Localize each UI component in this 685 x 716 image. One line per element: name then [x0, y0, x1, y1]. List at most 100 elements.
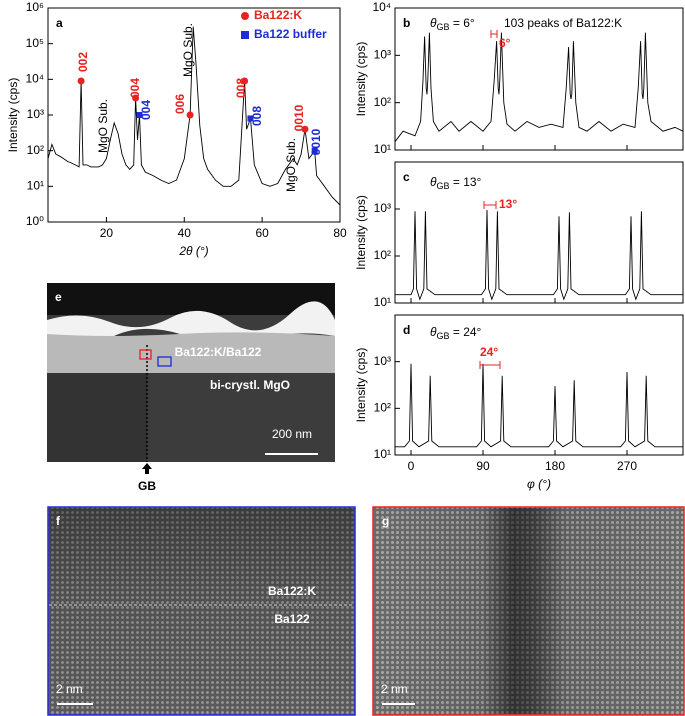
annotation: MgO Sub.: [181, 23, 195, 77]
peak-marker: [77, 77, 85, 85]
annotation: 13°: [499, 197, 517, 211]
y-axis-label: Intensity (cps): [354, 348, 368, 423]
shade: [49, 508, 354, 714]
annotation-text: 008: [250, 106, 264, 126]
peak-marker: [186, 111, 194, 119]
y-tick-label: 10¹: [374, 447, 391, 461]
y-tick-label: 10³: [374, 201, 391, 215]
panel-letter: c: [403, 170, 410, 184]
panel-letter: f: [56, 514, 61, 528]
annotation-text: 004: [128, 78, 142, 98]
annotation-subscript: GB: [437, 181, 450, 191]
peak-marker: [301, 125, 309, 133]
annotation-text: 103 peaks of Ba122:K: [504, 16, 622, 30]
peak-marker: [247, 115, 254, 122]
chart: 10⁰ 10¹ 10² 10³ 10⁴ 10⁵ 10⁶ 20 40 60 80 2θ (°) Inten…: [6, 0, 347, 258]
y-tick-label: 10⁰: [26, 214, 44, 228]
y-tick-label: 10³: [27, 107, 44, 121]
annotation-text: MgO Sub.: [181, 23, 195, 77]
annotation-text: 6°: [499, 36, 511, 50]
panel-g: g 2 nm: [372, 506, 685, 716]
annotation-text: θ: [430, 175, 437, 189]
annotation: 0010: [309, 128, 323, 155]
annotation-after: = 6°: [450, 16, 475, 30]
lower-label: Ba122: [274, 612, 310, 626]
peak-marker: [136, 112, 143, 118]
y-tick-label: 10⁵: [26, 36, 44, 50]
y-axis-label: Intensity (cps): [354, 42, 368, 117]
scale-label: 2 nm: [56, 682, 83, 696]
peak-marker: [241, 77, 249, 85]
annotation-after: = 24°: [450, 325, 482, 339]
y-tick-label: 10¹: [374, 295, 391, 309]
gb-shade: [374, 508, 683, 714]
panel-letter: g: [382, 514, 389, 528]
annotation-text: 13°: [499, 197, 517, 211]
panel-e: e Ba122:K/Ba122 bi-crystl. MgO 200 nm GB: [47, 283, 335, 493]
annotation-text: 24°: [480, 345, 498, 359]
panel-letter: a: [56, 16, 63, 30]
x-tick-label: 180: [545, 459, 565, 473]
legend-marker: [241, 31, 249, 39]
region-g: [139, 349, 152, 360]
annotation: 006: [173, 94, 187, 114]
legend-label: Ba122:K: [254, 8, 302, 22]
x-axis-label: φ (°): [527, 477, 551, 491]
annotation-text: 0010: [292, 104, 306, 131]
x-tick-label: 270: [617, 459, 637, 473]
x-tick-label: 0: [408, 459, 415, 473]
annotation: θGB = 13°: [430, 175, 482, 191]
annotation: MgO Sub.: [284, 138, 298, 192]
film-layer: [47, 332, 335, 373]
chart: 10¹ 10² 10³ 10⁴ Intensity (cps) b θGB = 6° 103 …: [354, 0, 684, 156]
substrate-label: bi-crystl. MgO: [210, 378, 290, 392]
panel-letter: d: [403, 323, 410, 337]
annotation-text: 008: [234, 78, 248, 98]
y-tick-label: 10⁴: [372, 0, 391, 14]
gb-label: GB: [138, 479, 156, 493]
y-tick-label: 10²: [374, 248, 391, 262]
annotation: 24°: [480, 345, 498, 359]
peak-marker: [132, 94, 140, 102]
gb-arrow: [142, 463, 152, 474]
y-tick-label: 10²: [27, 143, 44, 157]
annotation-text: θ: [430, 325, 437, 339]
plot-frame: [394, 161, 684, 304]
annotation: 008: [234, 78, 248, 98]
spectrum-line: [47, 26, 341, 206]
annotation: 004: [128, 78, 142, 98]
upper-label: Ba122:K: [268, 584, 316, 598]
substrate-left: [47, 373, 147, 462]
peak-marker: [311, 147, 318, 154]
annotation: 103 peaks of Ba122:K: [504, 16, 622, 30]
x-tick-label: 40: [178, 226, 192, 240]
chart: 10¹ 10² 10³ Intensity (cps) c θGB = 13° 13°: [354, 161, 684, 309]
spectrum-line: [395, 363, 683, 448]
region-f: [157, 356, 172, 367]
x-tick-label: 90: [476, 459, 490, 473]
annotation: 004: [139, 100, 153, 120]
annotation-text: MgO Sub.: [284, 138, 298, 192]
annotation-subscript: GB: [437, 22, 450, 32]
annotation-text: 002: [76, 52, 90, 72]
annotation-subscript: GB: [437, 331, 450, 341]
film-label: Ba122:K/Ba122: [175, 345, 262, 359]
x-tick-label: 60: [255, 226, 269, 240]
plot-frame: [394, 314, 684, 456]
y-tick-label: 10⁶: [26, 0, 44, 14]
y-tick-label: 10¹: [374, 142, 391, 156]
annotation-text: MgO Sub.: [96, 99, 110, 153]
plot-frame: [394, 7, 684, 151]
panel-letter: e: [55, 290, 62, 304]
scale-label: 2 nm: [381, 682, 408, 696]
legend-marker: [241, 12, 249, 20]
y-axis-label: Intensity (cps): [6, 78, 20, 153]
spectrum-line: [394, 32, 684, 142]
y-tick-label: 10¹: [27, 179, 44, 193]
panel-f: f Ba122:K Ba122 2 nm: [47, 506, 356, 716]
tem-top: [47, 283, 335, 315]
chart: 10¹ 10² 10³ 0 90 180 270 φ (°) Intensity (cps) d θ…: [354, 314, 684, 491]
annotation: θGB = 6°: [430, 16, 475, 32]
annotation: 0010: [292, 104, 306, 131]
